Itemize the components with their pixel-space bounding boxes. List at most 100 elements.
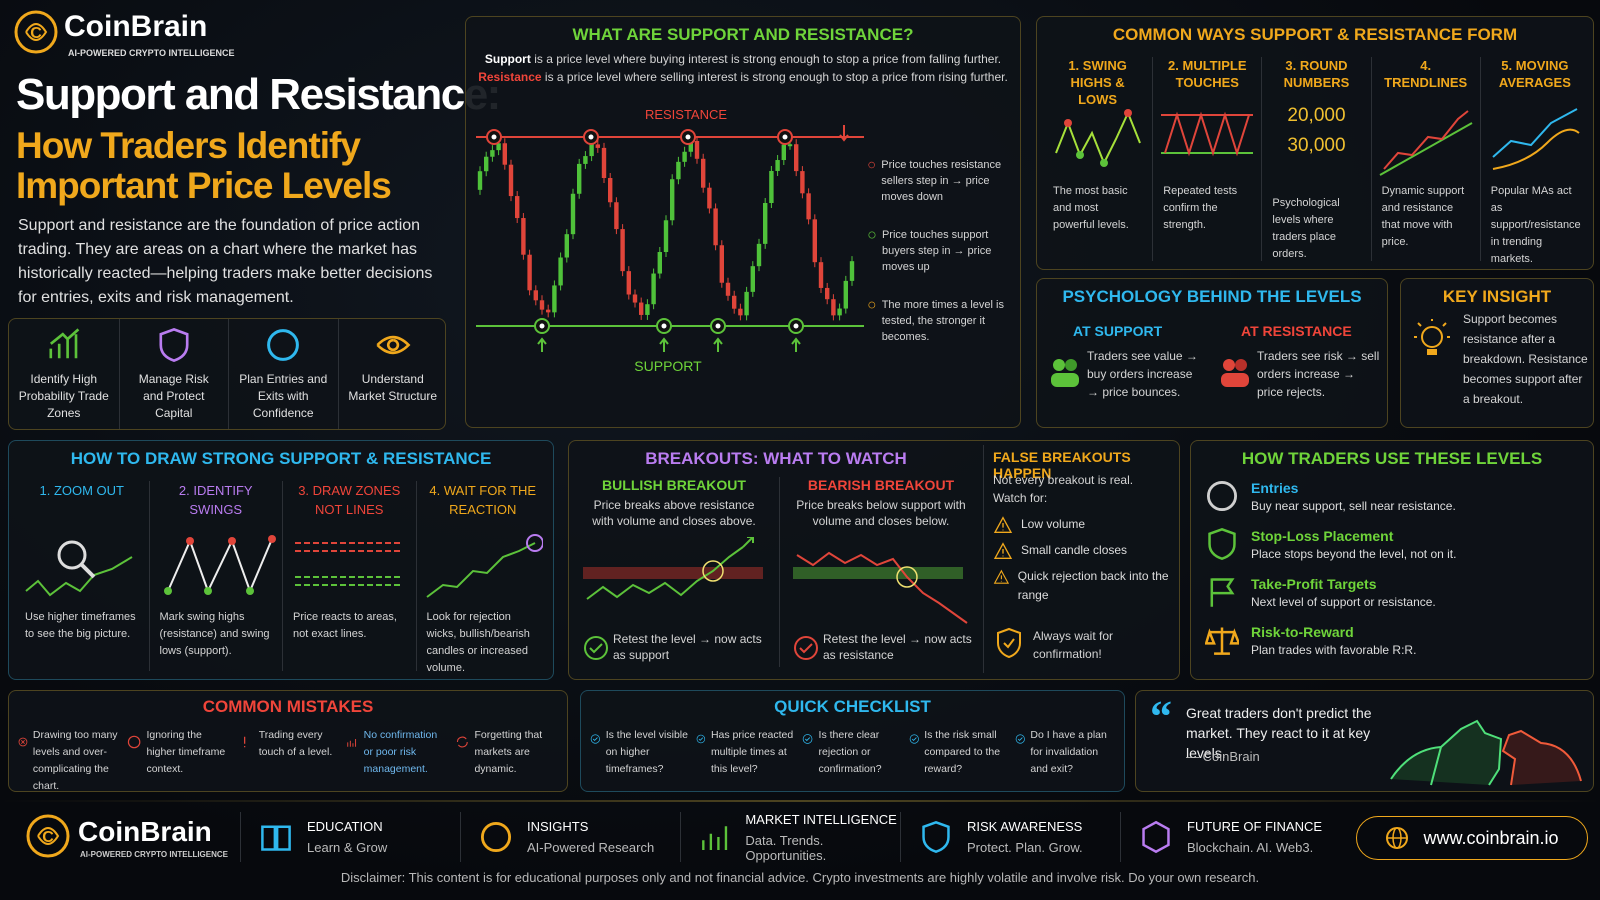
decoration [1221, 373, 1249, 387]
icon [456, 736, 468, 748]
step-illustration [417, 521, 550, 609]
note-text: Price touches support buyers step in → p… [881, 229, 992, 273]
candle [595, 144, 600, 148]
way-chart [1492, 108, 1580, 170]
candle [502, 143, 507, 165]
people-icon [1051, 359, 1079, 387]
up-arrow [659, 337, 669, 352]
url-pill[interactable]: www.coinbrain.io [1356, 816, 1588, 860]
checklist-panel: QUICK CHECKLIST Is the level visible on … [580, 690, 1125, 792]
divider [779, 477, 780, 667]
footer-text-block: EDUCATION Learn & Grow [307, 819, 387, 855]
candle [632, 294, 638, 303]
icon [480, 821, 512, 853]
tagline: AI-POWERED CRYPTO INTELLIGENCE [68, 48, 235, 58]
candle [558, 257, 563, 286]
icon-shape [376, 335, 411, 355]
checks: Is the level visible on higher timeframe… [587, 723, 1118, 785]
breakouts-panel: BREAKOUTS: WHAT TO WATCH BULLISH BREAKOU… [568, 440, 1180, 680]
candle [725, 282, 731, 296]
icon-shape [993, 516, 1013, 533]
shield-icon [997, 627, 1021, 659]
mistake: Drawing too many levels and over-complic… [15, 723, 124, 792]
sub-title: FALSE BREAKOUTS HAPPEN [993, 449, 1131, 481]
candle [732, 295, 737, 309]
round-number: 30,000 [1287, 135, 1346, 156]
quote-panel: “ Great traders don't predict the market… [1135, 690, 1594, 792]
check: Do I have a plan for invalidation and ex… [1012, 723, 1118, 785]
check-text: Do I have a plan for invalidation and ex… [1030, 729, 1107, 775]
icon-shape [803, 734, 813, 744]
breakout-text: Price breaks above resistance with volum… [592, 498, 756, 528]
magnifier-handle [80, 563, 96, 579]
icon-shape [1208, 527, 1236, 561]
footer-text: AI-Powered Research [527, 840, 655, 855]
footer-item: RISK AWARENESS Protect. Plan. Grow. [900, 812, 1120, 862]
way-illustration [1043, 93, 1152, 183]
icon-shape [456, 736, 468, 748]
icon-shape [696, 734, 706, 744]
step-text: Mark swing highs (resistance) and swing … [159, 611, 270, 657]
icon-shape [702, 826, 728, 850]
benefit-label: Manage Risk and Protect Capital [138, 372, 209, 420]
down-arrow [839, 125, 849, 142]
decoration [1053, 359, 1065, 371]
candle [651, 273, 656, 305]
url[interactable]: www.coinbrain.io [1423, 827, 1559, 848]
way-title: 5. MOVING AVERAGES [1498, 58, 1571, 90]
icon [993, 542, 1013, 559]
icon [376, 335, 411, 355]
way-text: Popular MAs act as support/resistance in… [1490, 185, 1581, 265]
candle [812, 219, 817, 263]
section-title: PSYCHOLOGY BEHIND THE LEVELS [1062, 287, 1362, 306]
icon [128, 735, 141, 749]
candle [496, 143, 501, 151]
candle [837, 308, 842, 316]
candle [694, 140, 700, 159]
section-title: QUICK CHECKLIST [774, 697, 931, 716]
way-text: The most basic and most powerful levels. [1053, 185, 1129, 231]
benefit: Understand Market Structure [337, 319, 448, 429]
icon-shape [868, 301, 876, 309]
candle [663, 220, 669, 253]
icon [803, 734, 813, 744]
check-icon [794, 636, 818, 660]
way-title: 4. TRENDLINES [1384, 58, 1468, 90]
title: Support and Resistance: [16, 70, 501, 119]
ways: 1. SWING HIGHS & LOWS The most basic and … [1043, 57, 1587, 265]
icon [993, 516, 1013, 533]
benefit-icon [339, 327, 448, 367]
candle [818, 262, 824, 288]
step-title: 3. DRAW ZONES NOT LINES [298, 483, 401, 517]
icon-shape [909, 734, 919, 744]
use-item: Stop-Loss Placement Place stops beyond th… [1205, 527, 1585, 561]
icon-shape [1017, 737, 1023, 742]
footer-item: INSIGHTS AI-Powered Research [460, 812, 680, 862]
candle [806, 193, 811, 220]
icon-shape [592, 737, 598, 742]
use-item: Take-Profit Targets Next level of support… [1205, 575, 1585, 609]
footer-text-block: INSIGHTS AI-Powered Research [527, 819, 654, 855]
way-title: 1. SWING HIGHS & LOWS [1068, 58, 1127, 107]
candle [676, 161, 681, 180]
step-chart [25, 540, 133, 597]
touch-dot [661, 323, 667, 329]
use-text: Next level of support or resistance. [1251, 594, 1436, 609]
use-item: Risk-to-Reward Plan trades with favorable… [1205, 623, 1585, 657]
tagline: AI-POWERED CRYPTO INTELLIGENCE [80, 850, 229, 859]
footer-item: MARKET INTELLIGENCE Data. Trends. Opportu… [680, 812, 900, 863]
magnifier [57, 540, 87, 570]
way-illustration [1372, 93, 1480, 183]
candle [583, 156, 588, 164]
swing-dot [203, 587, 212, 595]
price-path [25, 556, 133, 597]
false-text: Low volume [1021, 517, 1086, 531]
price-path [1382, 110, 1469, 170]
icon-shape [868, 231, 876, 239]
heading: AT SUPPORT [1073, 323, 1162, 339]
quote-text: Great traders don't predict the market. … [1186, 705, 1372, 761]
candle [775, 160, 780, 171]
touch-dot [685, 134, 691, 140]
heading-text: AT SUPPORT [1073, 323, 1163, 339]
